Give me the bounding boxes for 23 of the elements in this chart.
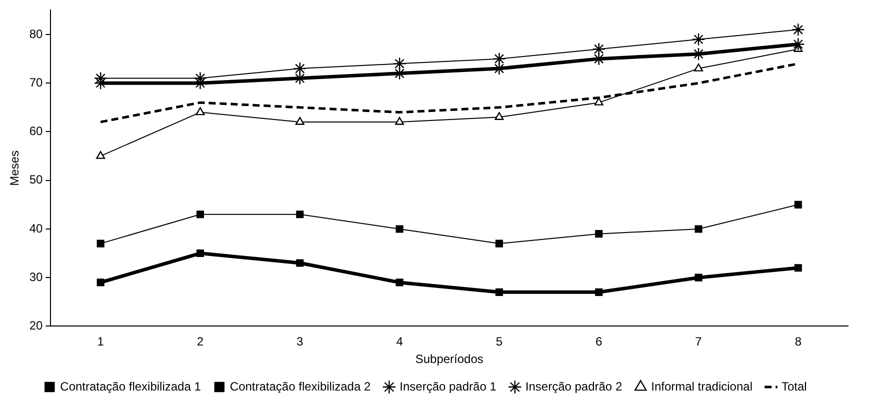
y-tick-label: 60 (29, 124, 44, 138)
x-tick-label: 1 (97, 334, 104, 349)
legend-label: Total (781, 379, 807, 394)
x-tick-label: 6 (596, 334, 603, 349)
legend-label: Contratação flexibilizada 2 (230, 379, 371, 394)
x-axis-title: Subperíodos (415, 352, 484, 366)
legend-label: Informal tradicional (651, 379, 753, 394)
y-tick-label: 40 (29, 221, 44, 236)
y-tick-label: 80 (29, 26, 44, 41)
y-tick-label: 70 (29, 75, 44, 90)
x-tick-label: 8 (794, 334, 802, 349)
y-tick-label: 20 (29, 318, 44, 333)
x-tick-label: 3 (296, 334, 304, 349)
legend-label: Inserção padrão 2 (525, 379, 622, 394)
legend-label: Contratação flexibilizada 1 (60, 379, 202, 394)
y-axis-title: Meses (8, 150, 22, 186)
y-tick-label: 50 (29, 172, 44, 187)
x-tick-label: 4 (396, 334, 404, 349)
y-tick-label: 30 (29, 270, 44, 284)
x-tick-label: 2 (196, 334, 204, 349)
x-tick-label: 5 (496, 334, 503, 349)
x-tick-label: 7 (695, 334, 702, 349)
legend-label: Inserção padrão 1 (400, 379, 497, 394)
